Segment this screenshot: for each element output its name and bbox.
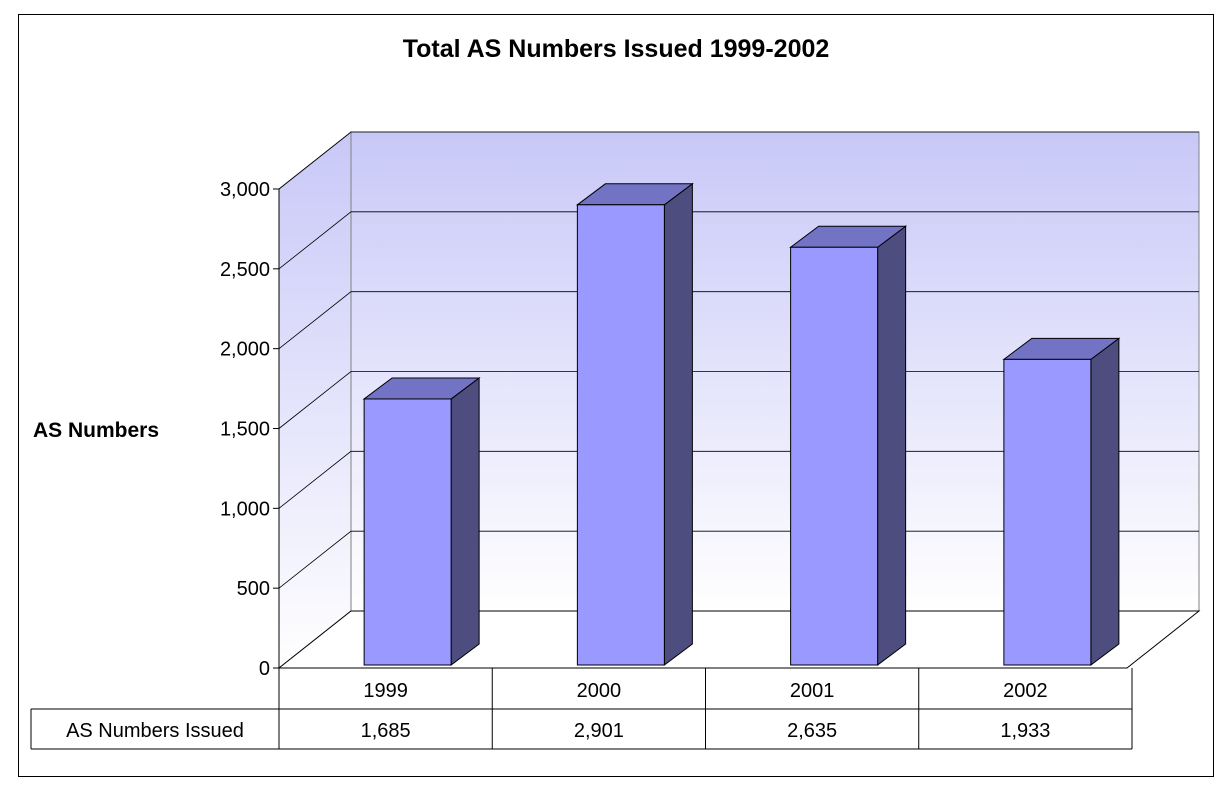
bar [575,182,694,666]
bar [1002,337,1121,666]
bar-side [1090,337,1120,666]
y-tick-label: 1,500 [220,419,270,441]
gridline [278,131,1199,190]
chart-title: Total AS Numbers Issued 1999-2002 [402,35,830,63]
y-tick-label: 2,000 [220,339,270,361]
x-tick-label: 2002 [1003,680,1048,702]
bar-side [877,225,907,666]
bar-side [450,376,480,666]
chart-plot: 0 500 1,000 1,500 2,000 2,500 3,000 AS Numbers … [30,130,1201,750]
bar [362,376,481,666]
x-tick-label: 2001 [790,680,835,702]
x-tick-label: 2000 [577,680,622,702]
floor [277,610,1201,669]
bar-front [790,246,879,666]
gridline [278,450,1199,509]
y-tick-label: 0 [259,658,270,680]
y-tick-label: 500 [237,578,270,600]
data-label: 2,635 [787,720,837,742]
y-axis-title: AS Numbers [33,419,159,442]
data-table: 1999 1,685 2000 2,901 2001 2,635 2002 1,933 AS N… [30,668,1133,750]
gridline [278,530,1199,589]
series-label: AS Numbers Issued [66,720,244,742]
data-label: 1,933 [1000,720,1050,742]
gridline [278,211,1199,270]
data-label: 2,901 [574,720,624,742]
data-label: 1,685 [361,720,411,742]
chart-frame: Total AS Numbers Issued 1999-2002 0 500 1,… [18,14,1214,777]
y-tick-label: 2,500 [220,259,270,281]
gridline [278,371,1199,429]
y-tick-label: 1,000 [220,498,270,520]
bar [789,225,908,666]
bar-side [663,182,693,666]
y-tick-label: 3,000 [220,179,270,201]
gridline [278,291,1199,349]
x-tick-label: 1999 [363,680,408,702]
bar-front [363,398,452,666]
gridlines [278,131,1199,589]
bars [362,182,1121,666]
bar-front [576,204,665,666]
y-axis: 0 500 1,000 1,500 2,000 2,500 3,000 AS Numbers [33,179,280,680]
bar-front [1003,358,1092,666]
